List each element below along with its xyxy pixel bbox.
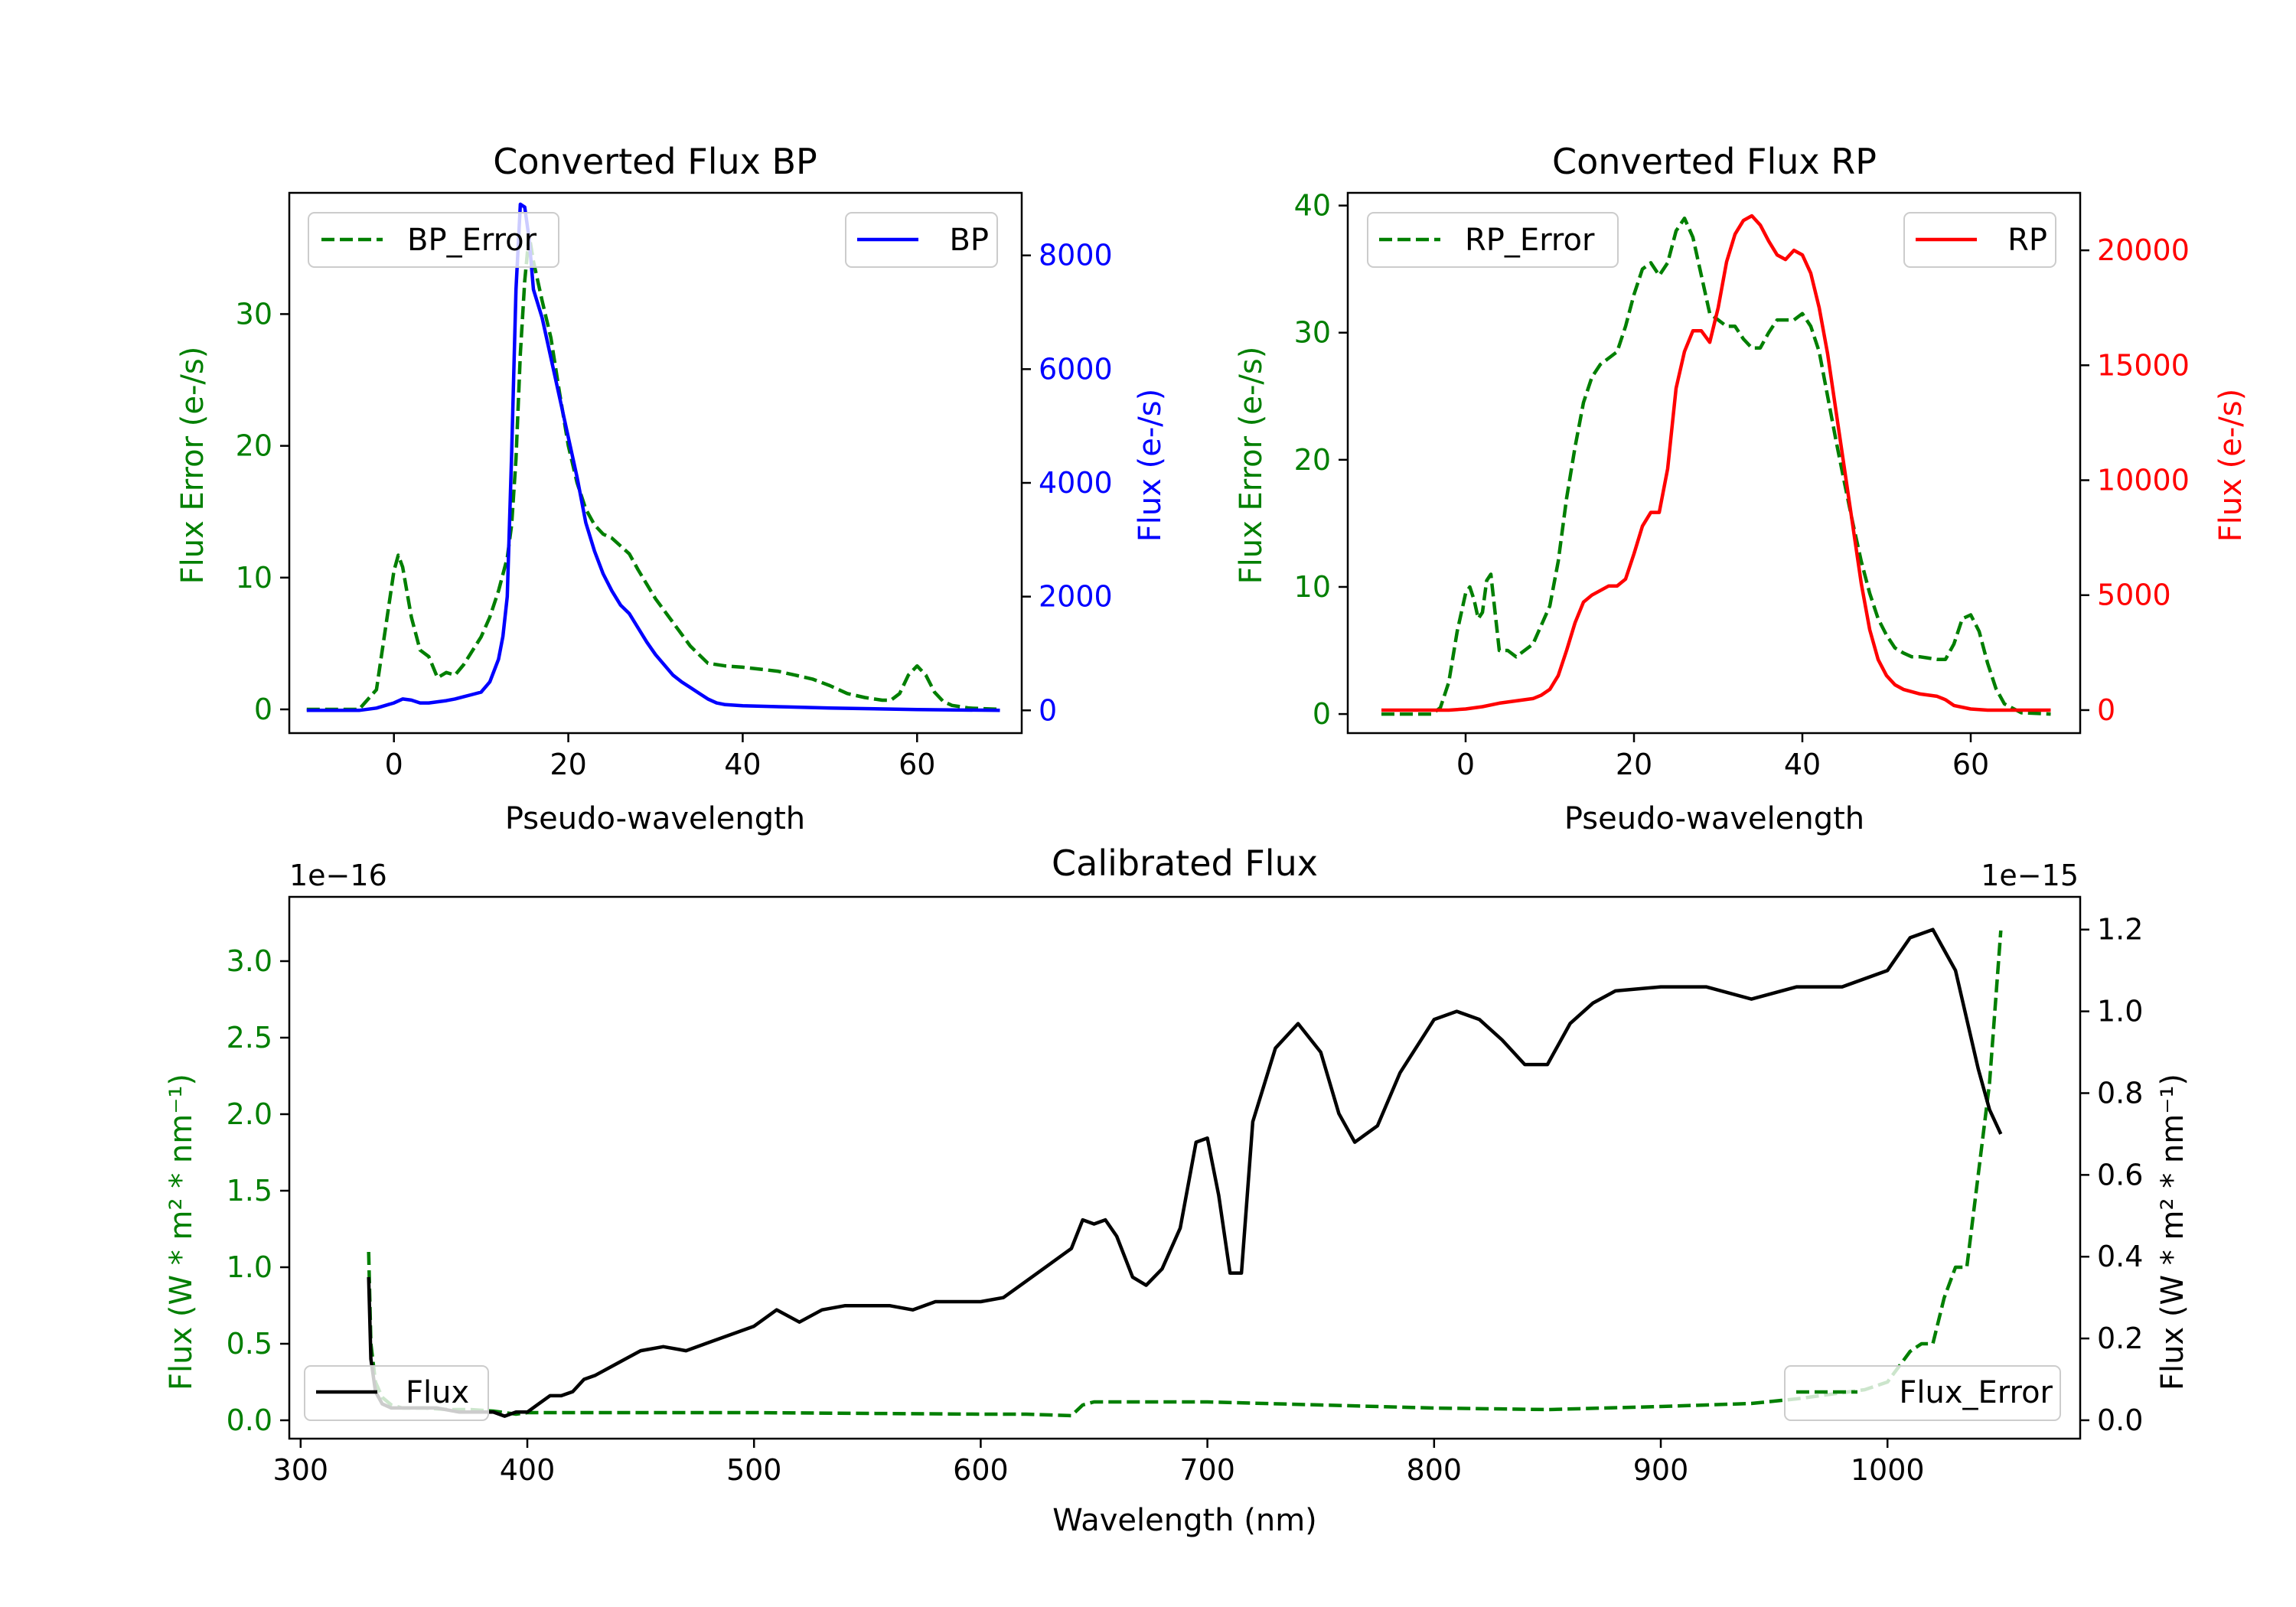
chart-rp-x-tick-label: 40 <box>1784 748 1821 781</box>
chart-bp-left-axis-label: Flux Error (e-/s) <box>175 347 210 585</box>
chart-calibrated-x-tick-label: 400 <box>500 1453 556 1487</box>
chart-bp-left-tick-label: 10 <box>236 561 272 595</box>
chart-rp-x-axis-label: Pseudo-wavelength <box>1564 801 1864 836</box>
chart-rp-legend-flux: RP <box>1903 212 2056 268</box>
chart-rp-x-tick-label: 20 <box>1616 748 1652 781</box>
chart-bp-right-tick-label: 8000 <box>1039 239 1113 272</box>
chart-calibrated-right-tick-label: 1.2 <box>2097 913 2143 947</box>
chart-calibrated-left-tick-label: 0.5 <box>227 1327 272 1361</box>
chart-rp-legend-flux-label: RP <box>2007 223 2047 258</box>
chart-calibrated-left-offset: 1e−16 <box>289 859 387 892</box>
chart-rp-panel: Converted Flux RP 0 20 40 60 0 10 20 30 40 0 5000 1… <box>1234 141 2249 836</box>
chart-rp-legend-flux-box <box>1903 212 2056 268</box>
chart-rp-legend-error-box <box>1367 212 1619 268</box>
chart-calibrated-legend-flux-label: Flux <box>406 1375 469 1410</box>
chart-bp-left-tick-label: 30 <box>236 297 272 331</box>
chart-calibrated-right-tick-label: 0.4 <box>2097 1240 2143 1273</box>
chart-calibrated-left-tick-label: 2.5 <box>227 1021 272 1054</box>
chart-bp-legend-flux: BP <box>845 212 998 268</box>
chart-bp-legend-error-box <box>308 212 559 268</box>
chart-calibrated-panel: Calibrated Flux 1e−16 1e−15 300 400 500 600… <box>164 843 2190 1538</box>
chart-calibrated-right-tick-label: 0.8 <box>2097 1076 2143 1110</box>
chart-calibrated-legend-flux: Flux <box>304 1365 489 1421</box>
chart-rp-right-tick-label: 20000 <box>2097 233 2190 267</box>
chart-bp-x-tick-label: 20 <box>550 748 586 781</box>
chart-bp-plot-area: 0 20 40 60 0 10 20 30 0 2000 4000 6000 8000 <box>236 191 1113 781</box>
chart-calibrated-x-tick-label: 600 <box>953 1453 1009 1487</box>
chart-rp-series-rp-error <box>1381 216 2051 716</box>
chart-bp-frame <box>288 191 1023 735</box>
chart-bp-series-bp-error <box>306 233 1000 712</box>
chart-rp-right-tick-label: 5000 <box>2097 579 2171 612</box>
chart-calibrated-legend-flux-box <box>304 1365 489 1421</box>
chart-calibrated-right-tick-label: 1.0 <box>2097 995 2143 1028</box>
chart-bp-right-axis-label: Flux (e-/s) <box>1133 389 1168 542</box>
chart-calibrated-left-tick-label: 3.0 <box>227 944 272 978</box>
chart-rp-left-tick-label: 30 <box>1294 316 1331 350</box>
chart-calibrated-left-tick-label: 1.5 <box>227 1174 272 1208</box>
chart-calibrated-right-offset: 1e−15 <box>1981 859 2079 892</box>
chart-calibrated-frame <box>288 895 2082 1440</box>
chart-calibrated-x-tick-label: 1000 <box>1851 1453 1925 1487</box>
chart-rp-x-tick-label: 60 <box>1952 748 1989 781</box>
chart-calibrated-left-tick-label: 0.0 <box>227 1403 272 1437</box>
chart-rp-series-rp <box>1381 214 2051 712</box>
chart-rp-left-axis-label: Flux Error (e-/s) <box>1234 347 1269 585</box>
chart-rp-right-tick-label: 15000 <box>2097 348 2190 382</box>
chart-rp-left-tick-label: 40 <box>1294 189 1331 223</box>
chart-bp-legend-error-label: BP_Error <box>407 223 537 258</box>
chart-calibrated-x-tick-label: 500 <box>726 1453 782 1487</box>
chart-rp-x-tick-label: 0 <box>1456 748 1475 781</box>
chart-calibrated-legend-error-box <box>1784 1365 2061 1421</box>
chart-calibrated-legend-error: Flux_Error <box>1784 1365 2061 1421</box>
chart-calibrated-right-tick-label: 0.0 <box>2097 1403 2143 1437</box>
chart-bp-legend-flux-box <box>845 212 998 268</box>
chart-rp-plot-area: 0 20 40 60 0 10 20 30 40 0 5000 10000 15000 20000 <box>1294 189 2190 781</box>
chart-bp-legend-error: BP_Error <box>308 212 559 268</box>
chart-rp-left-tick-label: 20 <box>1294 443 1331 477</box>
chart-bp-x-tick-label: 60 <box>899 748 935 781</box>
chart-bp-left-tick-label: 20 <box>236 429 272 463</box>
chart-rp-left-tick-label: 10 <box>1294 570 1331 604</box>
chart-calibrated-left-tick-label: 1.0 <box>227 1250 272 1284</box>
chart-bp-series-bp <box>306 202 1000 712</box>
chart-rp-frame <box>1346 191 2082 735</box>
chart-calibrated-right-tick-label: 0.6 <box>2097 1158 2143 1191</box>
chart-bp-panel: Converted Flux BP 0 20 40 60 0 10 20 30 0 2000 400… <box>175 141 1168 836</box>
chart-calibrated-x-tick-label: 700 <box>1179 1453 1235 1487</box>
chart-bp-legend-flux-label: BP <box>949 223 989 258</box>
chart-rp-legend-error-label: RP_Error <box>1465 223 1595 258</box>
chart-bp-right-tick-label: 4000 <box>1039 466 1113 500</box>
chart-bp-right-tick-label: 2000 <box>1039 580 1113 614</box>
chart-bp-left-tick-label: 0 <box>254 693 272 726</box>
chart-calibrated-x-axis-label: Wavelength (nm) <box>1052 1503 1317 1538</box>
chart-calibrated-series-flux <box>367 927 2003 1418</box>
chart-calibrated-x-tick-label: 800 <box>1407 1453 1463 1487</box>
chart-rp-left-tick-label: 0 <box>1313 697 1331 731</box>
chart-rp-title: Converted Flux RP <box>1552 141 1877 182</box>
chart-rp-right-axis-label: Flux (e-/s) <box>2213 389 2249 542</box>
chart-calibrated-left-axis-label: Flux (W * m² * nm⁻¹) <box>164 1074 199 1390</box>
chart-calibrated-left-tick-label: 2.0 <box>227 1097 272 1131</box>
chart-calibrated-right-axis-label: Flux (W * m² * nm⁻¹) <box>2155 1074 2190 1390</box>
chart-calibrated-right-tick-label: 0.2 <box>2097 1322 2143 1355</box>
chart-calibrated-x-tick-label: 300 <box>273 1453 329 1487</box>
chart-calibrated-title: Calibrated Flux <box>1052 843 1318 884</box>
chart-rp-legend-error: RP_Error <box>1367 212 1619 268</box>
chart-bp-x-tick-label: 0 <box>385 748 403 781</box>
chart-bp-right-tick-label: 0 <box>1039 693 1057 727</box>
chart-calibrated-x-tick-label: 900 <box>1633 1453 1689 1487</box>
chart-calibrated-legend-error-label: Flux_Error <box>1899 1375 2053 1410</box>
chart-rp-right-tick-label: 0 <box>2097 693 2115 727</box>
chart-bp-right-tick-label: 6000 <box>1039 352 1113 386</box>
chart-rp-right-tick-label: 10000 <box>2097 464 2190 497</box>
chart-bp-x-tick-label: 40 <box>724 748 761 781</box>
chart-bp-x-axis-label: Pseudo-wavelength <box>505 801 805 836</box>
chart-bp-title: Converted Flux BP <box>493 141 817 182</box>
